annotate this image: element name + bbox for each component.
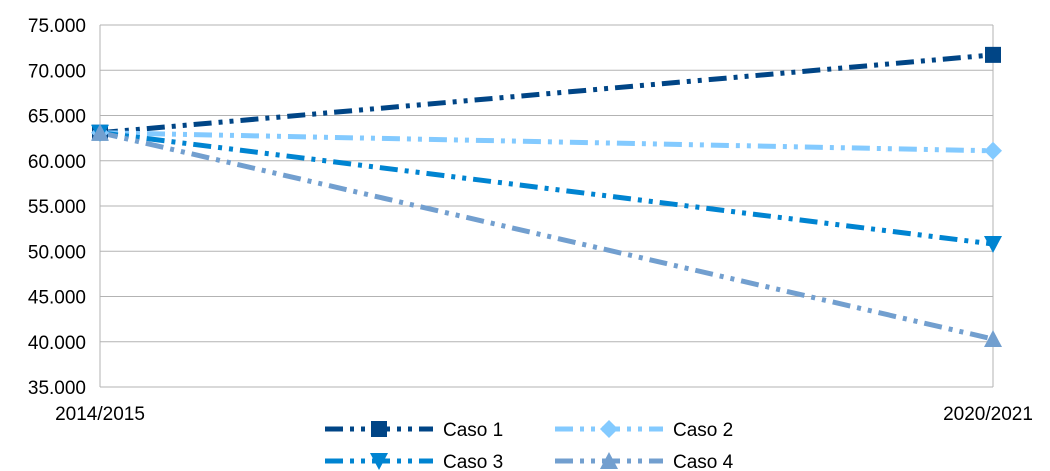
y-tick-label: 40.000 (28, 333, 86, 354)
y-tick-label: 75.000 (28, 16, 86, 37)
y-tick-label: 50.000 (28, 242, 86, 263)
legend: Caso 1 Caso 2 Caso 3 Caso 4 (325, 420, 734, 471)
data-point-triangle-up-marker (91, 123, 109, 141)
data-point-triangle-down-marker (984, 236, 1002, 254)
gridlines (99, 24, 994, 388)
series-markers (91, 46, 1002, 348)
series-line-1 (99, 52, 994, 136)
y-tick-label: 35.000 (28, 378, 86, 399)
legend-item: Caso 3 (325, 452, 503, 471)
y-tick-label: 70.000 (28, 61, 86, 82)
y-tick-label: 55.000 (28, 197, 86, 218)
legend-item: Caso 1 (325, 420, 503, 441)
y-tick-label: 45.000 (28, 288, 86, 309)
y-tick-label: 65.000 (28, 107, 86, 128)
data-point-triangle-up-marker (984, 330, 1002, 348)
y-tick-label: 60.000 (28, 152, 86, 173)
legend-item: Caso 4 (555, 452, 734, 471)
legend-label: Caso 3 (443, 452, 503, 471)
legend-triangle-up-marker (600, 452, 618, 469)
legend-square-marker (371, 421, 387, 437)
data-point-square-marker (985, 46, 1001, 63)
legend-label: Caso 4 (673, 452, 734, 471)
data-point-diamond-marker (984, 141, 1002, 160)
series-line-2 (99, 130, 994, 154)
legend-diamond-marker (600, 420, 618, 438)
axes: 35.000 40.000 45.000 50.000 55.000 60.000 65.0… (28, 16, 1033, 425)
x-tick-label: 2020/2021 (943, 404, 1033, 425)
legend-item: Caso 2 (555, 420, 733, 441)
series-line-3 (99, 130, 994, 247)
legend-triangle-down-marker (370, 453, 388, 470)
x-tick-label: 2014/2015 (55, 404, 145, 425)
legend-label: Caso 1 (443, 420, 503, 441)
series-lines (99, 52, 994, 342)
legend-label: Caso 2 (673, 420, 733, 441)
series-line-4 (99, 130, 994, 342)
